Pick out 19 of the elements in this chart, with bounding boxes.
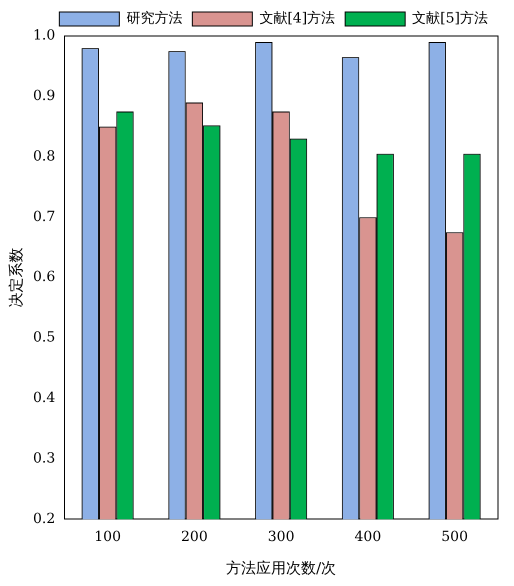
y-tick-label: 0.3 — [33, 450, 56, 466]
legend-label: 文献[5]方法 — [412, 10, 488, 27]
x-tick-label: 200 — [181, 529, 208, 546]
x-tick-label: 500 — [441, 529, 468, 546]
x-tick-label: 100 — [94, 529, 122, 546]
legend-label: 研究方法 — [126, 10, 182, 27]
y-tick-label: 1.0 — [33, 28, 56, 44]
x-tick-label: 400 — [354, 529, 382, 546]
y-axis-title: 决定系数 — [6, 248, 25, 308]
x-tick-label: 300 — [268, 529, 294, 546]
y-tick-label: 0.6 — [33, 269, 56, 286]
x-axis-title: 方法应用次数/次 — [226, 558, 336, 577]
y-tick-label: 0.8 — [33, 148, 56, 164]
legend-label: 文献[4]方法 — [259, 10, 336, 27]
y-tick-label: 0.9 — [33, 88, 56, 104]
y-tick-label: 0.2 — [33, 510, 56, 527]
y-tick-label: 0.5 — [33, 330, 56, 346]
y-tick-label: 0.4 — [33, 390, 56, 406]
y-tick-label: 0.7 — [33, 208, 56, 225]
